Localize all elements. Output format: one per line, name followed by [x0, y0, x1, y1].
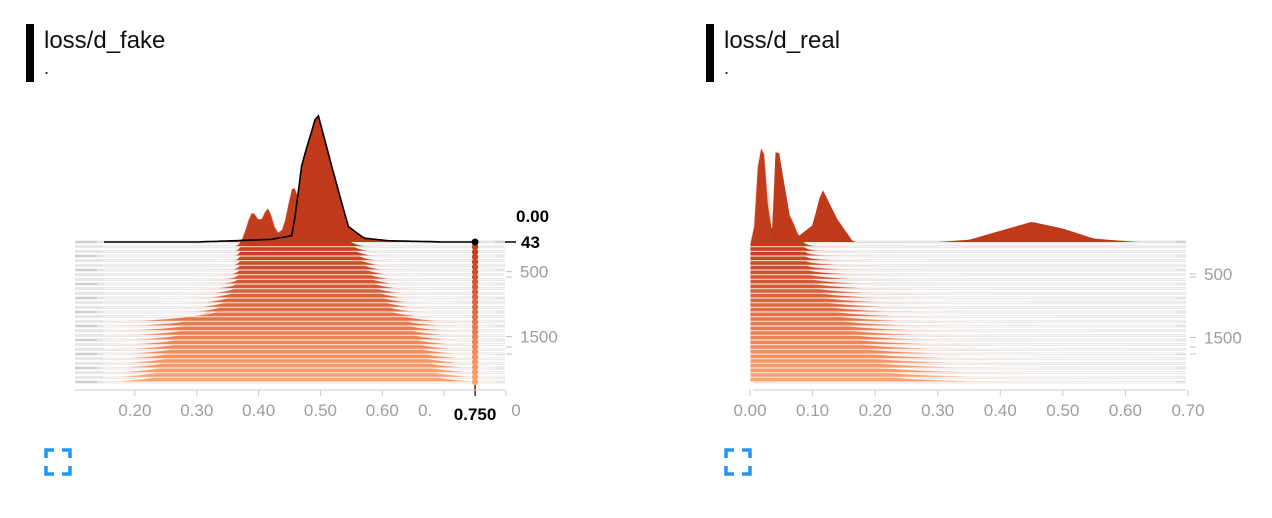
title-accent-bar [26, 24, 34, 82]
hover-step-label: 43 [521, 233, 540, 252]
histogram-card-d-fake: loss/d_fake . 0.00 43 0.750 0.20 0.30 0.40 0.5… [0, 0, 600, 518]
histogram-series [103, 115, 507, 383]
x-axis: 0.00 0.10 0.20 0.30 0.40 0.50 0.60 0.70 [733, 389, 1205, 420]
hover-step-dot [471, 368, 479, 376]
chart-title: loss/d_fake [44, 27, 166, 54]
hover-step-dot [471, 328, 479, 336]
fullscreen-icon[interactable] [44, 448, 72, 476]
hover-step-dot [471, 323, 479, 331]
x-tick-label: 0.60 [1109, 401, 1142, 420]
hover-step-dot [471, 248, 479, 256]
hover-step-dot [471, 348, 479, 356]
hover-step-dot [471, 308, 479, 316]
hover-step-dot [471, 353, 479, 361]
hover-step-dot [471, 278, 479, 286]
chart-subtitle: . [724, 58, 730, 78]
hover-step-dot [471, 373, 479, 381]
chart-subtitle: . [44, 58, 50, 78]
hover-step-dot [471, 363, 479, 371]
hover-step-dot [471, 253, 479, 261]
histogram-series [749, 144, 1189, 383]
hover-step-dot [471, 313, 479, 321]
x-tick-label: 0 [511, 401, 520, 420]
histogram-step [749, 144, 1189, 248]
hover-step-dot [471, 343, 479, 351]
hover-dot [471, 238, 479, 246]
chart-title: loss/d_real [724, 27, 841, 54]
x-tick-label: 0.20 [118, 401, 151, 420]
step-tick-label: 500 [520, 263, 548, 282]
hover-step-dot [471, 358, 479, 366]
hover-step-dot [471, 263, 479, 271]
x-tick-label: 0.00 [733, 401, 766, 420]
x-tick-label: 0.70 [1171, 401, 1204, 420]
step-tick-label: 1500 [1204, 328, 1242, 347]
fullscreen-icon[interactable] [724, 448, 752, 476]
step-axis: 500 1500 [1190, 265, 1242, 355]
hover-step-dot [471, 303, 479, 311]
hover-step-dot [471, 338, 479, 346]
hover-outline [104, 114, 473, 243]
x-tick-label: 0. [418, 401, 432, 420]
x-tick-label: 0.50 [304, 401, 337, 420]
hover-value-label: 0.00 [516, 207, 549, 226]
title-accent-bar [706, 24, 714, 82]
step-axis: 500 1500 [506, 263, 558, 355]
hover-step-dot [471, 268, 479, 276]
step-tick-label: 500 [1204, 265, 1232, 284]
step-tick-label: 1500 [520, 328, 558, 347]
histogram-chart-d-fake[interactable]: 0.00 43 0.750 0.20 0.30 0.40 0.50 0.60 0. 0 500 150… [0, 0, 600, 440]
x-tick-label: 0.30 [921, 401, 954, 420]
hover-step-dot [471, 258, 479, 266]
hover-step-dot [471, 333, 479, 341]
hover-step-dot [471, 293, 479, 301]
x-tick-label: 0.20 [859, 401, 892, 420]
x-tick-label: 0.50 [1046, 401, 1079, 420]
histogram-card-d-real: loss/d_real . 0.00 0.10 0.20 0.30 0.40 0.50 0.… [680, 0, 1272, 518]
x-tick-label: 0.40 [242, 401, 275, 420]
x-tick-label: 0.30 [180, 401, 213, 420]
hover-step-dot [471, 378, 479, 386]
hover-step-dot [471, 283, 479, 291]
x-axis: 0.20 0.30 0.40 0.50 0.60 0. 0 [75, 389, 521, 420]
hover-x-label: 0.750 [454, 405, 497, 424]
hover-highlight: 0.00 43 0.750 [104, 114, 549, 424]
hover-step-dot [471, 318, 479, 326]
histogram-step-first [750, 152, 1188, 242]
hover-step-dot [471, 243, 479, 251]
x-tick-label: 0.40 [984, 401, 1017, 420]
x-tick-label: 0.10 [796, 401, 829, 420]
histogram-step-first [104, 115, 506, 242]
hover-step-dot [471, 298, 479, 306]
histogram-chart-d-real[interactable]: 0.00 0.10 0.20 0.30 0.40 0.50 0.60 0.70 500 1500 [680, 0, 1272, 440]
hover-step-dot [471, 288, 479, 296]
x-tick-label: 0.60 [366, 401, 399, 420]
hover-step-dot [471, 273, 479, 281]
